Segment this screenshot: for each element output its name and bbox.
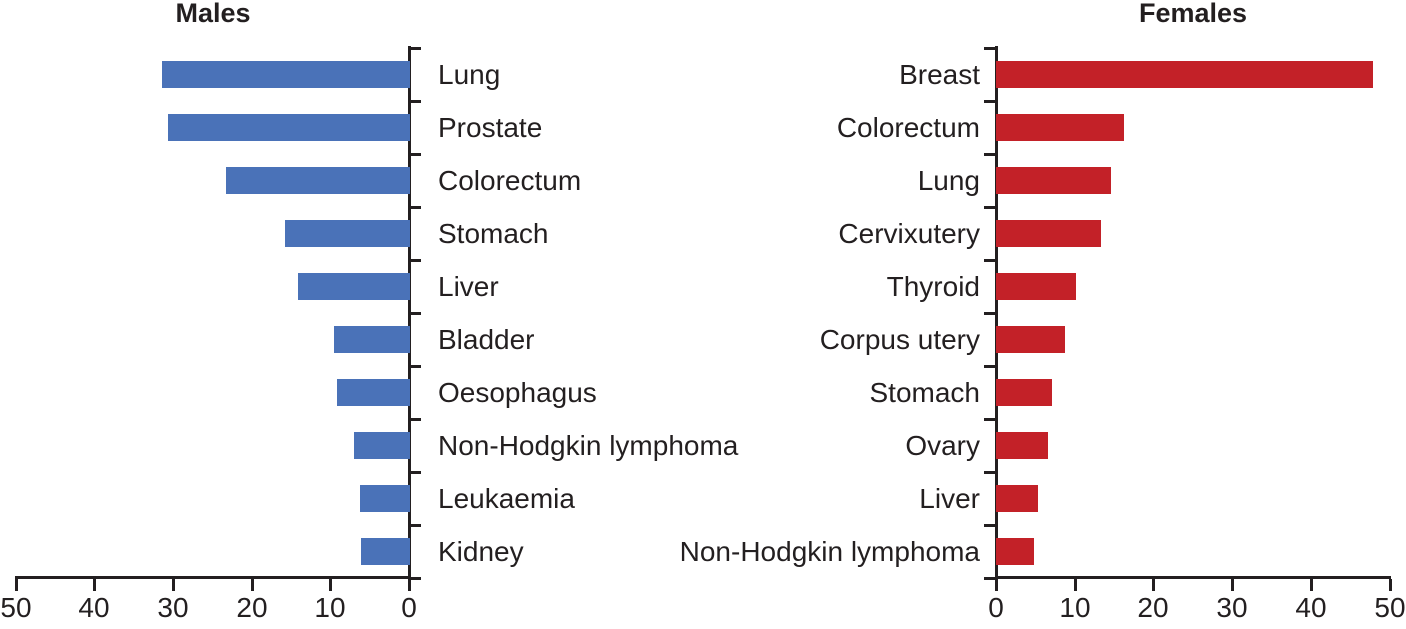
males-bar-prostate [168, 114, 410, 141]
females-value-tick-40 [1310, 579, 1313, 591]
females-row-tick [984, 259, 996, 262]
females-category-label-colorectum: Colorectum [836, 111, 980, 143]
males-bar-leukaemia [360, 485, 410, 512]
females-row-tick [984, 577, 996, 580]
females-bar-corpus-utery [996, 326, 1066, 353]
females-value-tick-label-30: 30 [1216, 592, 1248, 623]
females-category-axis [995, 46, 998, 591]
females-value-tick-30 [1231, 579, 1234, 591]
males-bar-bladder [334, 326, 410, 353]
females-category-label-corpus-utery: Corpus utery [819, 323, 980, 355]
males-value-tick-label-10: 10 [314, 592, 346, 623]
males-bar-colorectum [225, 167, 410, 194]
females-row-tick [984, 47, 996, 50]
males-category-label-leukaemia: Leukaemia [438, 482, 575, 514]
females-category-label-non-hodgkin-lymphoma: Non-Hodgkin lymphoma [679, 535, 980, 567]
females-category-label-cervixutery: Cervixutery [838, 217, 980, 249]
females-category-label-liver: Liver [919, 482, 980, 514]
males-category-label-liver: Liver [438, 270, 499, 302]
males-row-tick [409, 206, 421, 209]
males-value-tick-label-40: 40 [78, 592, 110, 623]
females-value-tick-label-10: 10 [1059, 592, 1091, 623]
females-category-label-breast: Breast [899, 58, 980, 90]
females-value-tick-label-50: 50 [1374, 592, 1406, 623]
males-value-tick-label-30: 30 [157, 592, 189, 623]
females-row-tick [984, 471, 996, 474]
females-chart-title: Females [1138, 0, 1248, 28]
males-bar-lung [162, 61, 410, 88]
males-category-label-bladder: Bladder [438, 323, 535, 355]
males-bar-liver [298, 273, 410, 300]
females-bar-liver [996, 485, 1039, 512]
females-value-tick-0 [995, 579, 998, 591]
males-value-tick-50 [15, 579, 18, 591]
females-bar-ovary [996, 432, 1048, 459]
males-row-tick [409, 100, 421, 103]
females-bar-breast [996, 61, 1373, 88]
males-category-label-lung: Lung [438, 58, 501, 90]
females-row-tick [984, 418, 996, 421]
males-category-label-oesophagus: Oesophagus [438, 376, 597, 408]
females-bar-colorectum [996, 114, 1125, 141]
females-value-tick-label-20: 20 [1137, 592, 1169, 623]
females-value-axis [995, 576, 1391, 579]
females-bar-thyroid [996, 273, 1077, 300]
males-value-tick-20 [251, 579, 254, 591]
females-row-tick [984, 365, 996, 368]
males-row-tick [409, 365, 421, 368]
males-value-tick-10 [329, 579, 332, 591]
males-row-tick [409, 153, 421, 156]
females-value-tick-label-0: 0 [988, 592, 1004, 623]
females-category-label-thyroid: Thyroid [886, 270, 980, 302]
males-value-tick-label-0: 0 [401, 592, 417, 623]
males-value-tick-0 [408, 579, 411, 591]
males-value-tick-30 [172, 579, 175, 591]
males-category-label-kidney: Kidney [438, 535, 524, 567]
males-row-tick [409, 47, 421, 50]
females-value-tick-50 [1389, 579, 1392, 591]
males-bar-kidney [361, 538, 410, 565]
females-value-tick-label-40: 40 [1295, 592, 1327, 623]
females-row-tick [984, 206, 996, 209]
females-bar-non-hodgkin-lymphoma [996, 538, 1034, 565]
males-row-tick [409, 577, 421, 580]
males-category-label-prostate: Prostate [438, 111, 543, 143]
males-row-tick [409, 259, 421, 262]
females-row-tick [984, 312, 996, 315]
females-category-label-lung: Lung [917, 164, 980, 196]
males-value-tick-label-50: 50 [0, 592, 32, 623]
males-category-axis [408, 46, 411, 591]
males-row-tick [409, 471, 421, 474]
males-row-tick [409, 312, 421, 315]
males-category-label-colorectum: Colorectum [438, 164, 582, 196]
males-bar-stomach [284, 220, 410, 247]
females-bar-stomach [996, 379, 1052, 406]
males-row-tick [409, 418, 421, 421]
males-value-tick-label-20: 20 [236, 592, 268, 623]
males-bar-non-hodgkin-lymphoma [354, 432, 410, 459]
females-value-tick-10 [1074, 579, 1077, 591]
females-bar-lung [996, 167, 1111, 194]
males-value-tick-40 [93, 579, 96, 591]
females-row-tick [984, 100, 996, 103]
males-value-axis [14, 576, 410, 579]
males-row-tick [409, 524, 421, 527]
females-category-label-stomach: Stomach [869, 376, 981, 408]
females-row-tick [984, 524, 996, 527]
males-chart-title: Males [175, 0, 251, 28]
males-category-label-non-hodgkin-lymphoma: Non-Hodgkin lymphoma [438, 429, 739, 461]
males-category-label-stomach: Stomach [438, 217, 549, 249]
females-bar-cervixutery [996, 220, 1102, 247]
males-bar-oesophagus [336, 379, 410, 406]
females-row-tick [984, 153, 996, 156]
females-value-tick-20 [1152, 579, 1155, 591]
females-category-label-ovary: Ovary [905, 429, 980, 461]
